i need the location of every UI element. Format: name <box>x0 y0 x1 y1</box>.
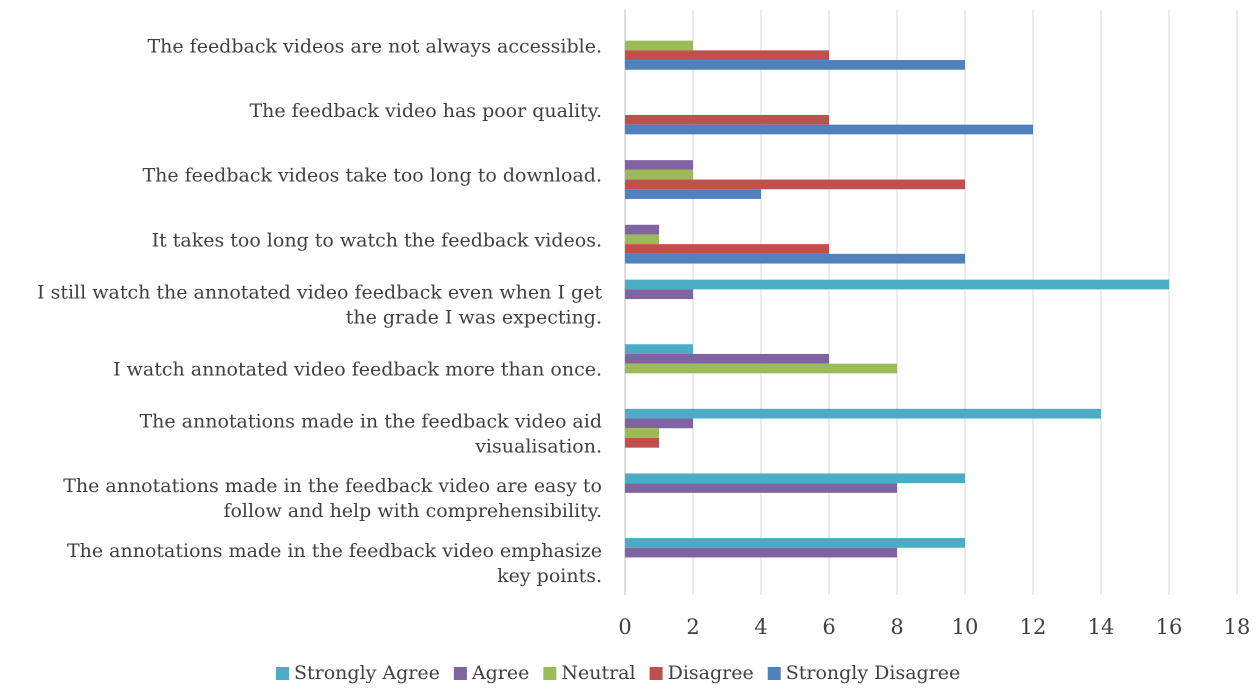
bars <box>625 40 1169 558</box>
legend-item-neutral: Neutral <box>543 662 636 684</box>
category-label-line: I watch annotated video feedback more th… <box>113 359 602 381</box>
category-labels: The feedback videos are not always acces… <box>37 36 602 587</box>
category-label-line: the grade I was expecting. <box>346 306 602 328</box>
x-tick-labels: 0 2 4 6 8 10 12 14 16 18 <box>618 615 1250 639</box>
category-label: The feedback videos are not always acces… <box>147 36 602 58</box>
bar-strongly-agree <box>625 279 1169 290</box>
bar-strongly-agree <box>625 344 693 354</box>
bar-agree <box>625 160 693 170</box>
x-tick-label: 16 <box>1156 615 1183 639</box>
legend-item-strongly-disagree: Strongly Disagree <box>767 662 961 684</box>
legend-label: Agree <box>471 662 529 684</box>
bar-disagree <box>625 179 965 190</box>
x-tick-label: 4 <box>754 615 767 639</box>
legend-label: Strongly Disagree <box>786 662 961 684</box>
category-label-line: key points. <box>497 565 602 587</box>
bar-agree <box>625 289 693 300</box>
legend-swatch <box>767 667 781 680</box>
bar-strongly-agree <box>625 538 965 548</box>
category-label-line: I still watch the annotated video feedba… <box>37 281 602 303</box>
bar-disagree <box>625 50 829 61</box>
legend-item-strongly-agree: Strongly Agree <box>276 662 440 684</box>
category-label-line: The annotations made in the feedback vid… <box>67 540 602 562</box>
category-label: The feedback videos take too long to dow… <box>142 165 602 187</box>
bar-strongly-disagree <box>625 189 761 199</box>
gridlines <box>624 10 1238 595</box>
x-tick-label: 10 <box>952 615 979 639</box>
category-label-line: The feedback videos are not always acces… <box>147 36 602 58</box>
bar-agree <box>625 353 829 364</box>
bar-strongly-agree <box>625 473 965 484</box>
category-label-line: The feedback videos take too long to dow… <box>142 165 602 187</box>
x-tick-label: 0 <box>618 615 631 639</box>
legend-label: Disagree <box>668 662 754 684</box>
bar-strongly-agree <box>625 408 1101 419</box>
legend-label: Strongly Agree <box>294 662 440 684</box>
bar-disagree <box>625 244 829 254</box>
category-label-line: The annotations made in the feedback vid… <box>63 475 602 497</box>
category-label: The feedback video has poor quality. <box>249 100 602 122</box>
x-tick-label: 18 <box>1224 615 1251 639</box>
bar-neutral <box>625 169 693 180</box>
bar-agree <box>625 547 897 558</box>
category-label: The annotations made in the feedback vid… <box>67 540 602 587</box>
legend: Strongly Agree Agree Neutral Disagree Strong… <box>276 662 960 684</box>
legend-item-disagree: Disagree <box>649 662 754 684</box>
bar-neutral <box>625 428 659 438</box>
legend-label: Neutral <box>561 662 635 684</box>
bar-agree <box>625 483 897 493</box>
legend-swatch <box>649 667 663 680</box>
x-tick-label: 6 <box>822 615 835 639</box>
legend-swatch <box>276 667 289 680</box>
bar-strongly-disagree <box>625 124 1033 135</box>
bar-disagree <box>625 437 659 448</box>
bar-neutral <box>625 40 693 51</box>
bar-neutral <box>625 363 897 374</box>
bar-neutral <box>625 234 659 245</box>
category-label-line: follow and help with comprehensibility. <box>223 500 602 522</box>
category-label-line: The feedback video has poor quality. <box>249 100 602 122</box>
legend-swatch <box>543 667 557 680</box>
x-tick-label: 8 <box>890 615 903 639</box>
category-label: The annotations made in the feedback vid… <box>63 475 602 522</box>
category-label: It takes too long to watch the feedback … <box>152 229 602 251</box>
category-label-line: It takes too long to watch the feedback … <box>152 229 602 251</box>
x-tick-label: 2 <box>686 615 699 639</box>
category-label-line: visualisation. <box>474 436 602 458</box>
category-label: I still watch the annotated video feedba… <box>37 281 602 328</box>
bar-agree <box>625 418 693 429</box>
category-label: I watch annotated video feedback more th… <box>113 359 602 381</box>
x-tick-label: 12 <box>1020 615 1047 639</box>
x-tick-label: 14 <box>1088 615 1115 639</box>
bar-strongly-disagree <box>625 60 965 70</box>
bar-strongly-disagree <box>625 253 965 264</box>
bar-disagree <box>625 114 829 125</box>
bar-agree <box>625 224 659 235</box>
legend-item-agree: Agree <box>453 662 529 684</box>
category-label: The annotations made in the feedback vid… <box>139 411 602 458</box>
category-label-line: The annotations made in the feedback vid… <box>139 411 602 433</box>
legend-swatch <box>453 667 467 680</box>
